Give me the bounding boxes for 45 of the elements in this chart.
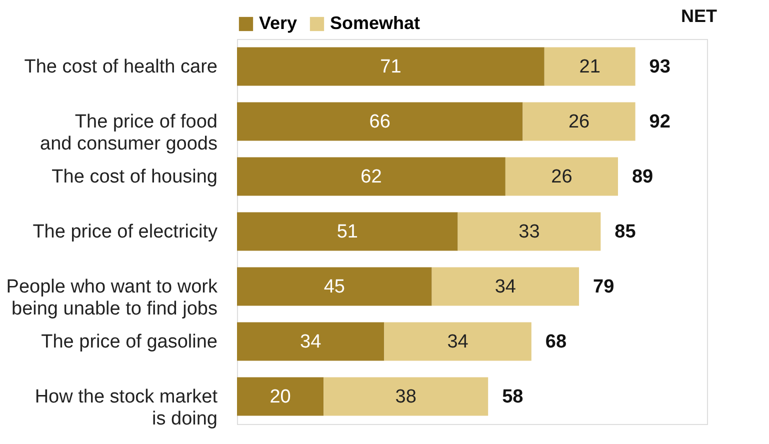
total-label: 79 bbox=[593, 276, 614, 298]
y-tick-label: The price of gasoline bbox=[41, 332, 218, 352]
bar bbox=[237, 102, 523, 141]
y-tick-label: How the stock market is doing bbox=[34, 386, 218, 430]
data-label: 26 bbox=[568, 112, 590, 132]
data-label: 20 bbox=[270, 386, 291, 408]
y-tick-label: People who want to work being unable to find jobs bbox=[6, 276, 218, 320]
data-label: 33 bbox=[518, 222, 540, 242]
data-label: 38 bbox=[395, 386, 416, 408]
bar bbox=[544, 47, 636, 86]
bar bbox=[237, 267, 432, 306]
bar bbox=[324, 377, 488, 416]
bar bbox=[505, 157, 618, 196]
data-label: 34 bbox=[494, 276, 516, 298]
total-label: 85 bbox=[614, 222, 636, 242]
y-tick-label: The cost of health care bbox=[24, 56, 218, 78]
y-tick-label: The price of electricity bbox=[32, 222, 218, 242]
total-label: 68 bbox=[545, 332, 567, 352]
bar bbox=[237, 157, 506, 196]
bar bbox=[432, 267, 580, 306]
total-label: 89 bbox=[632, 166, 654, 188]
bar bbox=[522, 102, 636, 141]
total-label: 92 bbox=[649, 112, 670, 132]
data-label: 71 bbox=[380, 56, 402, 78]
y-tick-label: The price of food and consumer goods bbox=[40, 112, 218, 154]
bar bbox=[384, 322, 532, 361]
data-label: 21 bbox=[579, 56, 600, 78]
total-label: 93 bbox=[649, 56, 670, 78]
data-label: 66 bbox=[369, 112, 390, 132]
bar bbox=[458, 212, 601, 251]
y-tick-label: The cost of housing bbox=[52, 166, 218, 188]
data-label: 26 bbox=[551, 166, 572, 188]
data-label: 62 bbox=[360, 166, 382, 188]
bar bbox=[237, 47, 544, 86]
bar bbox=[237, 212, 458, 251]
data-label: 34 bbox=[447, 332, 469, 352]
data-label: 51 bbox=[336, 222, 358, 242]
bar bbox=[237, 377, 324, 416]
data-label: 45 bbox=[324, 276, 345, 298]
bar bbox=[237, 322, 384, 361]
legend-label: Very bbox=[259, 13, 298, 33]
data-label: 34 bbox=[300, 332, 322, 352]
total-label: 58 bbox=[502, 386, 524, 408]
legend-label: Somewhat bbox=[330, 13, 420, 33]
text: NET bbox=[681, 6, 718, 26]
